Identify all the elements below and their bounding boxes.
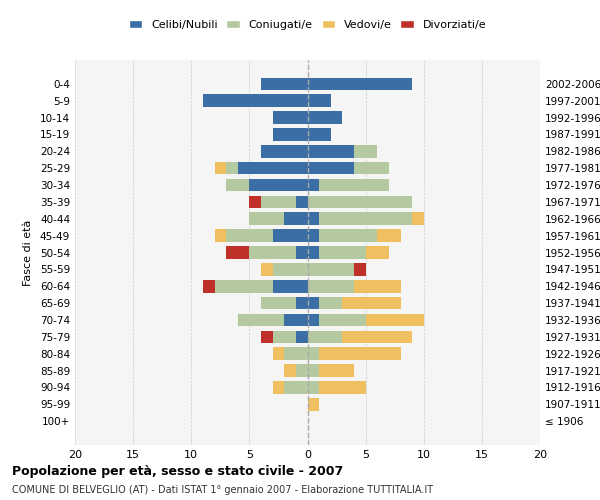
Bar <box>412 212 424 225</box>
Legend: Celibi/Nubili, Coniugati/e, Vedovi/e, Divorziati/e: Celibi/Nubili, Coniugati/e, Vedovi/e, Di… <box>124 16 491 34</box>
Bar <box>308 230 319 242</box>
Bar <box>308 348 319 360</box>
Bar <box>319 364 354 377</box>
Bar <box>296 364 308 377</box>
Bar <box>308 212 319 225</box>
Bar <box>319 381 365 394</box>
Bar <box>272 280 308 292</box>
Bar <box>377 230 401 242</box>
Bar <box>319 348 401 360</box>
Bar <box>226 178 250 192</box>
Bar <box>284 314 308 326</box>
Bar <box>296 330 308 343</box>
Bar <box>272 348 284 360</box>
Y-axis label: Fasce di età: Fasce di età <box>23 220 33 286</box>
Bar <box>296 196 308 208</box>
Bar <box>308 330 343 343</box>
Bar <box>272 128 308 141</box>
Bar <box>343 297 401 310</box>
Bar <box>272 381 284 394</box>
Bar <box>308 178 319 192</box>
Bar <box>308 314 319 326</box>
Bar <box>319 297 343 310</box>
Bar <box>308 196 412 208</box>
Bar <box>261 297 296 310</box>
Bar <box>250 212 284 225</box>
Bar <box>319 178 389 192</box>
Bar <box>308 398 319 410</box>
Bar <box>308 381 319 394</box>
Bar <box>272 230 308 242</box>
Bar <box>284 212 308 225</box>
Bar <box>261 263 272 276</box>
Bar <box>308 162 354 174</box>
Bar <box>354 263 365 276</box>
Bar <box>365 246 389 259</box>
Bar <box>308 364 319 377</box>
Bar <box>308 246 319 259</box>
Bar <box>272 111 308 124</box>
Text: Popolazione per età, sesso e stato civile - 2007: Popolazione per età, sesso e stato civil… <box>12 465 343 478</box>
Bar <box>284 381 308 394</box>
Bar <box>261 196 296 208</box>
Bar <box>250 178 308 192</box>
Bar <box>308 128 331 141</box>
Bar <box>296 297 308 310</box>
Bar <box>261 78 308 90</box>
Bar <box>272 263 308 276</box>
Bar <box>319 212 412 225</box>
Bar <box>203 280 215 292</box>
Bar <box>319 230 377 242</box>
Bar <box>308 94 331 107</box>
Bar <box>319 246 365 259</box>
Bar <box>354 280 401 292</box>
Bar <box>238 162 308 174</box>
Bar <box>226 246 250 259</box>
Bar <box>354 145 377 158</box>
Bar <box>308 297 319 310</box>
Bar <box>261 145 308 158</box>
Bar <box>284 364 296 377</box>
Bar <box>308 111 343 124</box>
Bar <box>250 246 296 259</box>
Bar <box>226 162 238 174</box>
Bar <box>365 314 424 326</box>
Bar <box>215 280 272 292</box>
Text: COMUNE DI BELVEGLIO (AT) - Dati ISTAT 1° gennaio 2007 - Elaborazione TUTTITALIA.: COMUNE DI BELVEGLIO (AT) - Dati ISTAT 1°… <box>12 485 433 495</box>
Bar <box>215 230 226 242</box>
Bar <box>284 348 308 360</box>
Bar <box>261 330 272 343</box>
Bar <box>308 280 354 292</box>
Bar <box>308 78 412 90</box>
Bar <box>203 94 308 107</box>
Bar <box>238 314 284 326</box>
Bar <box>308 145 354 158</box>
Bar <box>226 230 272 242</box>
Bar <box>354 162 389 174</box>
Bar <box>296 246 308 259</box>
Bar <box>250 196 261 208</box>
Bar <box>308 263 354 276</box>
Bar <box>272 330 296 343</box>
Bar <box>215 162 226 174</box>
Bar <box>319 314 365 326</box>
Bar <box>343 330 412 343</box>
